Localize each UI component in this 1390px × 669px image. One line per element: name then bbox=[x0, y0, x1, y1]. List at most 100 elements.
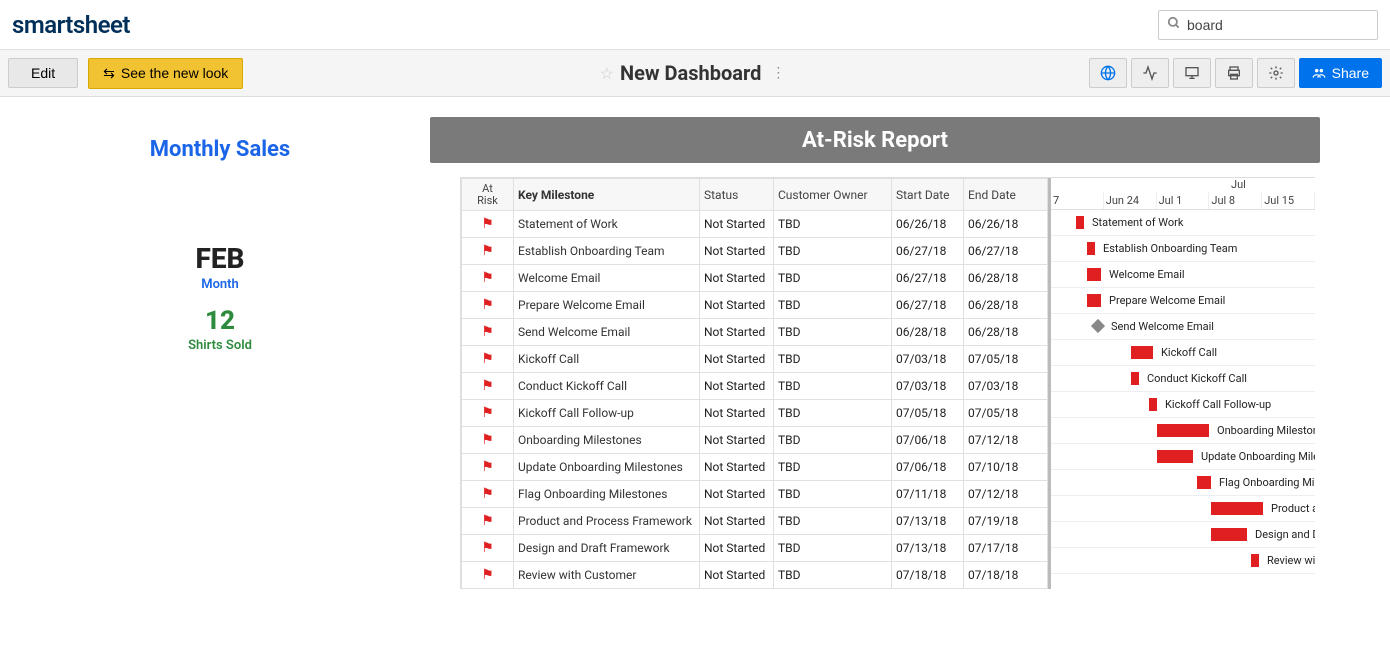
flag-cell: ⚑ bbox=[462, 400, 514, 427]
table-row[interactable]: ⚑Establish Onboarding TeamNot StartedTBD… bbox=[462, 238, 1048, 265]
edit-button[interactable]: Edit bbox=[8, 58, 78, 88]
gantt-week-label: 7 bbox=[1051, 192, 1104, 209]
milestone-cell: Prepare Welcome Email bbox=[514, 292, 700, 319]
col-risk[interactable]: AtRisk bbox=[462, 179, 514, 211]
flag-cell: ⚑ bbox=[462, 265, 514, 292]
search-box[interactable] bbox=[1158, 10, 1378, 40]
start-cell: 07/05/18 bbox=[892, 400, 964, 427]
table-row[interactable]: ⚑Conduct Kickoff CallNot StartedTBD07/03… bbox=[462, 373, 1048, 400]
table-row[interactable]: ⚑Send Welcome EmailNot StartedTBD06/28/1… bbox=[462, 319, 1048, 346]
top-header: smartsheet bbox=[0, 0, 1390, 50]
end-cell: 07/05/18 bbox=[964, 400, 1048, 427]
logo: smartsheet bbox=[12, 11, 130, 39]
new-look-button[interactable]: ⇆ See the new look bbox=[88, 58, 243, 89]
gantt-bar-label: Welcome Email bbox=[1109, 268, 1185, 281]
flag-cell: ⚑ bbox=[462, 373, 514, 400]
gantt-bar-label: Prepare Welcome Email bbox=[1109, 294, 1225, 307]
milestone-cell: Kickoff Call Follow-up bbox=[514, 400, 700, 427]
col-owner[interactable]: Customer Owner bbox=[774, 179, 892, 211]
table-row[interactable]: ⚑Onboarding MilestonesNot StartedTBD07/0… bbox=[462, 427, 1048, 454]
gantt-rows: Statement of WorkEstablish Onboarding Te… bbox=[1051, 210, 1315, 574]
table-row[interactable]: ⚑Welcome EmailNot StartedTBD06/27/1806/2… bbox=[462, 265, 1048, 292]
milestone-cell: Conduct Kickoff Call bbox=[514, 373, 700, 400]
table-row[interactable]: ⚑Flag Onboarding MilestonesNot StartedTB… bbox=[462, 481, 1048, 508]
flag-icon: ⚑ bbox=[481, 270, 494, 286]
gantt-bar bbox=[1076, 216, 1084, 229]
milestone-cell: Flag Onboarding Milestones bbox=[514, 481, 700, 508]
status-cell: Not Started bbox=[700, 238, 774, 265]
swap-icon: ⇆ bbox=[103, 65, 115, 82]
start-cell: 06/27/18 bbox=[892, 265, 964, 292]
gantt-bar-label: Design and Draft Framework bbox=[1255, 528, 1315, 541]
milestone-cell: Update Onboarding Milestones bbox=[514, 454, 700, 481]
table-row[interactable]: ⚑Kickoff CallNot StartedTBD07/03/1807/05… bbox=[462, 346, 1048, 373]
table-row[interactable]: ⚑Review with CustomerNot StartedTBD07/18… bbox=[462, 562, 1048, 589]
status-cell: Not Started bbox=[700, 292, 774, 319]
share-button[interactable]: Share bbox=[1299, 58, 1382, 88]
gantt-row: Conduct Kickoff Call bbox=[1051, 366, 1315, 392]
gantt-bar-label: Send Welcome Email bbox=[1111, 320, 1214, 333]
flag-icon: ⚑ bbox=[481, 324, 494, 340]
col-status[interactable]: Status bbox=[700, 179, 774, 211]
table-row[interactable]: ⚑Update Onboarding MilestonesNot Started… bbox=[462, 454, 1048, 481]
milestone-cell: Statement of Work bbox=[514, 211, 700, 238]
report-table: AtRisk Key Milestone Status Customer Own… bbox=[461, 178, 1048, 589]
table-row[interactable]: ⚑Kickoff Call Follow-upNot StartedTBD07/… bbox=[462, 400, 1048, 427]
milestone-cell: Review with Customer bbox=[514, 562, 700, 589]
flag-cell: ⚑ bbox=[462, 481, 514, 508]
activity-button[interactable] bbox=[1131, 58, 1169, 88]
gantt-bar-label: Statement of Work bbox=[1092, 216, 1183, 229]
table-row[interactable]: ⚑Prepare Welcome EmailNot StartedTBD06/2… bbox=[462, 292, 1048, 319]
month-value: FEB bbox=[30, 242, 410, 275]
gantt-row: Product and Process Framework bbox=[1051, 496, 1315, 522]
col-start[interactable]: Start Date bbox=[892, 179, 964, 211]
kebab-icon[interactable]: ⋮ bbox=[767, 65, 790, 81]
owner-cell: TBD bbox=[774, 265, 892, 292]
table-row[interactable]: ⚑Product and Process FrameworkNot Starte… bbox=[462, 508, 1048, 535]
end-cell: 07/17/18 bbox=[964, 535, 1048, 562]
table-row[interactable]: ⚑Design and Draft FrameworkNot StartedTB… bbox=[462, 535, 1048, 562]
gantt-month-row: Jul bbox=[1051, 178, 1315, 192]
status-cell: Not Started bbox=[700, 346, 774, 373]
sold-value: 12 bbox=[30, 306, 410, 336]
gantt-week-label: Jul 8 bbox=[1209, 192, 1262, 209]
share-label: Share bbox=[1332, 65, 1369, 81]
status-cell: Not Started bbox=[700, 562, 774, 589]
gantt-row: Onboarding Milestones bbox=[1051, 418, 1315, 444]
end-cell: 07/12/18 bbox=[964, 427, 1048, 454]
present-button[interactable] bbox=[1173, 58, 1211, 88]
milestone-cell: Welcome Email bbox=[514, 265, 700, 292]
table-row[interactable]: ⚑Statement of WorkNot StartedTBD06/26/18… bbox=[462, 211, 1048, 238]
gantt-week-label: Jul 15 bbox=[1262, 192, 1315, 209]
milestone-cell: Product and Process Framework bbox=[514, 508, 700, 535]
owner-cell: TBD bbox=[774, 238, 892, 265]
gantt-row: Kickoff Call Follow-up bbox=[1051, 392, 1315, 418]
gantt-bar-label: Conduct Kickoff Call bbox=[1147, 372, 1247, 385]
col-end[interactable]: End Date bbox=[964, 179, 1048, 211]
end-cell: 06/28/18 bbox=[964, 292, 1048, 319]
gantt-bar bbox=[1087, 242, 1095, 255]
gantt-bar bbox=[1157, 424, 1209, 437]
start-cell: 06/26/18 bbox=[892, 211, 964, 238]
star-icon[interactable]: ☆ bbox=[600, 64, 614, 83]
col-milestone[interactable]: Key Milestone bbox=[514, 179, 700, 211]
gantt-bar bbox=[1087, 294, 1101, 307]
flag-cell: ⚑ bbox=[462, 346, 514, 373]
owner-cell: TBD bbox=[774, 319, 892, 346]
owner-cell: TBD bbox=[774, 562, 892, 589]
start-cell: 07/11/18 bbox=[892, 481, 964, 508]
gantt-week-row: 7Jun 24Jul 1Jul 8Jul 15 bbox=[1051, 192, 1315, 209]
gantt-chart: Jul 7Jun 24Jul 1Jul 8Jul 15 Statement of… bbox=[1048, 178, 1315, 589]
gantt-bar bbox=[1211, 528, 1247, 541]
end-cell: 07/03/18 bbox=[964, 373, 1048, 400]
settings-button[interactable] bbox=[1257, 58, 1295, 88]
owner-cell: TBD bbox=[774, 292, 892, 319]
start-cell: 06/27/18 bbox=[892, 292, 964, 319]
search-input[interactable] bbox=[1187, 17, 1369, 33]
flag-icon: ⚑ bbox=[481, 297, 494, 313]
gantt-row: Welcome Email bbox=[1051, 262, 1315, 288]
globe-button[interactable] bbox=[1089, 58, 1127, 88]
print-button[interactable] bbox=[1215, 58, 1253, 88]
gantt-row: Send Welcome Email bbox=[1051, 314, 1315, 340]
owner-cell: TBD bbox=[774, 508, 892, 535]
